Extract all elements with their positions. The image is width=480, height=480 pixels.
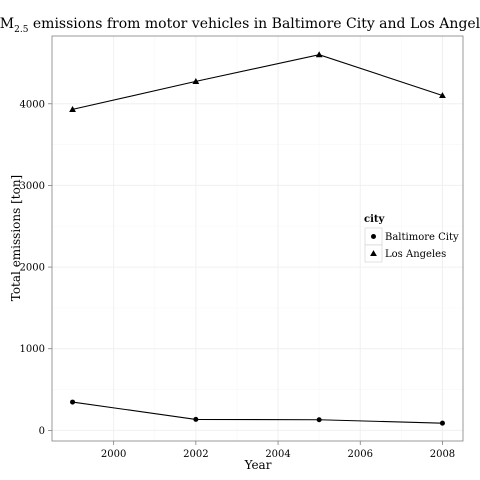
- data-point-los-angeles: [69, 105, 76, 112]
- chart-title: PM2.5 emissions from motor vehicles in B…: [0, 16, 480, 35]
- data-point-los-angeles: [192, 77, 200, 84]
- y-tick-label: 4000: [20, 99, 45, 110]
- data-point-baltimore-city: [439, 420, 445, 426]
- y-tick-label: 2000: [20, 263, 45, 274]
- data-point-los-angeles: [439, 92, 446, 99]
- x-tick-label: 2002: [183, 449, 208, 460]
- series-layer: [69, 51, 446, 426]
- data-point-los-angeles: [315, 51, 323, 58]
- x-axis: 2000 2002 2004 2006 2008: [101, 441, 455, 460]
- series-baltimore-city: [70, 399, 445, 426]
- y-axis: 0 1000 2000 3000 4000: [20, 99, 52, 437]
- y-tick-label: 0: [39, 426, 45, 437]
- legend-label: Los Angeles: [385, 249, 446, 260]
- legend-symbol: [371, 234, 376, 239]
- data-point-baltimore-city: [193, 416, 199, 422]
- x-tick-label: 2000: [101, 449, 126, 460]
- series-los-angeles: [69, 51, 446, 112]
- legend-title: city: [364, 214, 386, 225]
- x-tick-label: 2004: [265, 449, 290, 460]
- legend: city Baltimore City Los Angeles: [364, 214, 459, 263]
- x-tick-label: 2008: [430, 449, 455, 460]
- y-tick-label: 3000: [20, 181, 45, 192]
- data-point-baltimore-city: [316, 417, 322, 423]
- y-tick-label: 1000: [20, 344, 45, 355]
- data-point-baltimore-city: [70, 399, 76, 405]
- grid: [52, 36, 463, 441]
- x-tick-label: 2006: [348, 449, 373, 460]
- x-axis-title: Year: [244, 458, 272, 472]
- legend-label: Baltimore City: [385, 232, 459, 243]
- series-line-los-angeles: [72, 54, 443, 110]
- legend-item-los-angeles: Los Angeles: [364, 244, 446, 263]
- series-line-baltimore-city: [72, 401, 443, 424]
- legend-symbol: [370, 250, 377, 257]
- plot-panel-border: [51, 35, 464, 442]
- legend-item-baltimore-city: Baltimore City: [364, 227, 459, 246]
- y-axis-title: Total emissions [ton]: [9, 175, 23, 301]
